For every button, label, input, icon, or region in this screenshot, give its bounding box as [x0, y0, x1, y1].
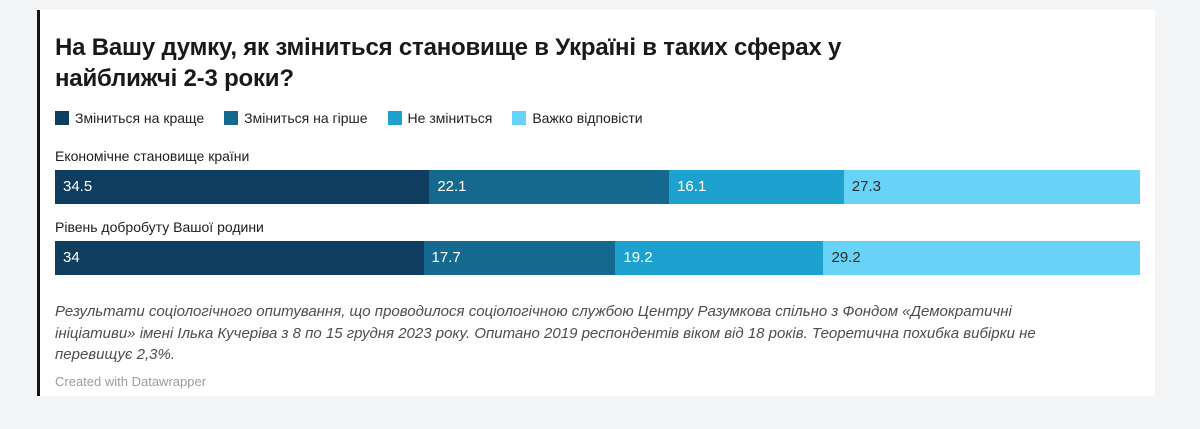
bar-value-label: 34: [63, 249, 80, 267]
category-label: Економічне становище країни: [55, 148, 250, 165]
legend-swatch: [512, 111, 527, 126]
legend-label: Зміниться на гірше: [244, 110, 368, 127]
bar-value-label: 34.5: [63, 178, 93, 196]
datawrapper-attribution-link[interactable]: Created with Datawrapper: [55, 374, 207, 390]
bar-segment: 22.1: [429, 170, 670, 205]
stacked-bar: 34.5 22.1 16.1 27.3: [55, 170, 1140, 205]
chart-title: На Вашу думку, як зміниться становище в …: [55, 34, 842, 93]
bar-segment: 34: [55, 241, 424, 276]
bar-segment: 19.2: [615, 241, 824, 276]
legend-label: Зміниться на краще: [75, 110, 205, 127]
legend-label: Не зміниться: [407, 110, 493, 127]
chart-notes: Результати соціологічного опитування, що…: [55, 303, 1036, 363]
bar-chart-area: Економічне становище країни 34.5 22.1 16.1 2…: [55, 148, 1140, 276]
bar-row: Економічне становище країни 34.5 22.1 16.1 2…: [55, 148, 1140, 205]
bar-value-label: 27.3: [851, 178, 881, 196]
bar-row: Рівень добробуту Вашої родини 34 17.7 19.2 2…: [55, 219, 1140, 276]
bar-segment: 27.3: [843, 170, 1140, 205]
legend-item: Важко відповісти: [512, 110, 643, 127]
chart-legend: Зміниться на краще Зміниться на гірше Не з…: [55, 110, 1140, 126]
bar-segment: 17.7: [423, 241, 616, 276]
bar-value-label: 17.7: [431, 249, 461, 267]
bar-segment: 29.2: [823, 241, 1140, 276]
bar-value-label: 19.2: [623, 249, 653, 267]
bar-value-label: 22.1: [437, 178, 467, 196]
legend-item: Зміниться на краще: [55, 110, 204, 126]
legend-swatch: [224, 111, 239, 126]
legend-swatch: [55, 111, 69, 126]
legend-label: Важко відповісти: [532, 110, 643, 127]
stacked-bar: 34 17.7 19.2 29.2: [55, 241, 1140, 276]
legend-swatch: [387, 111, 402, 126]
legend-item: Не зміниться: [387, 110, 493, 127]
bar-segment: 34.5: [55, 170, 430, 205]
bar-segment: 16.1: [669, 170, 844, 205]
legend-item: Зміниться на гірше: [224, 110, 368, 127]
category-label: Рівень добробуту Вашої родини: [55, 219, 264, 236]
bar-value-label: 29.2: [831, 249, 861, 267]
bar-value-label: 16.1: [677, 178, 707, 196]
chart-card: На Вашу думку, як зміниться становище в …: [37, 10, 1155, 396]
